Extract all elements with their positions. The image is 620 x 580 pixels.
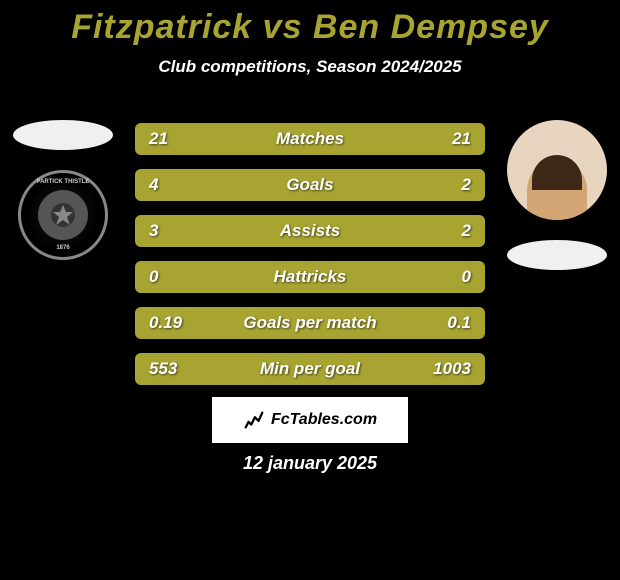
stat-left-value: 553 <box>149 359 199 379</box>
stat-right-value: 2 <box>421 221 471 241</box>
right-club-badge <box>507 240 607 270</box>
source-label: FcTables.com <box>271 411 377 429</box>
stat-left-value: 0 <box>149 267 199 287</box>
stat-row: 4 Goals 2 <box>135 169 485 201</box>
stat-label: Goals per match <box>199 313 421 333</box>
stat-right-value: 2 <box>421 175 471 195</box>
fctables-logo-icon <box>243 409 265 431</box>
stat-row: 0.19 Goals per match 0.1 <box>135 307 485 339</box>
club-badge-label-top: PARTICK THISTLE <box>37 179 90 185</box>
stat-row: 3 Assists 2 <box>135 215 485 247</box>
comparison-date: 12 january 2025 <box>0 453 620 474</box>
stat-row: 0 Hattricks 0 <box>135 261 485 293</box>
stat-label: Hattricks <box>199 267 421 287</box>
left-player-profile: PARTICK THISTLE 1876 <box>10 120 116 260</box>
stat-right-value: 0 <box>421 267 471 287</box>
stat-right-value: 21 <box>421 129 471 149</box>
stats-comparison-table: 21 Matches 21 4 Goals 2 3 Assists 2 0 Ha… <box>135 123 485 399</box>
stat-left-value: 0.19 <box>149 313 199 333</box>
avatar-placeholder-icon <box>527 160 587 220</box>
comparison-title: Fitzpatrick vs Ben Dempsey <box>0 0 620 47</box>
left-player-avatar <box>13 120 113 150</box>
stat-left-value: 3 <box>149 221 199 241</box>
club-badge-emblem-icon <box>38 190 88 240</box>
stat-row: 553 Min per goal 1003 <box>135 353 485 385</box>
stat-label: Min per goal <box>199 359 421 379</box>
stat-left-value: 21 <box>149 129 199 149</box>
source-badge: FcTables.com <box>212 397 408 443</box>
stat-right-value: 1003 <box>421 359 471 379</box>
right-player-avatar <box>507 120 607 220</box>
stat-right-value: 0.1 <box>421 313 471 333</box>
club-badge-label-bottom: 1876 <box>56 245 69 251</box>
stat-label: Assists <box>199 221 421 241</box>
comparison-subtitle: Club competitions, Season 2024/2025 <box>0 57 620 77</box>
stat-label: Matches <box>199 129 421 149</box>
stat-label: Goals <box>199 175 421 195</box>
right-player-profile <box>504 120 610 270</box>
left-club-badge: PARTICK THISTLE 1876 <box>18 170 108 260</box>
stat-left-value: 4 <box>149 175 199 195</box>
stat-row: 21 Matches 21 <box>135 123 485 155</box>
